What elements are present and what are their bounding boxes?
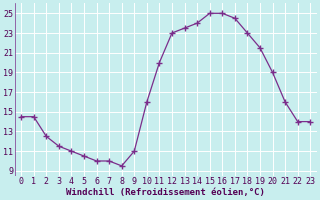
- X-axis label: Windchill (Refroidissement éolien,°C): Windchill (Refroidissement éolien,°C): [66, 188, 265, 197]
